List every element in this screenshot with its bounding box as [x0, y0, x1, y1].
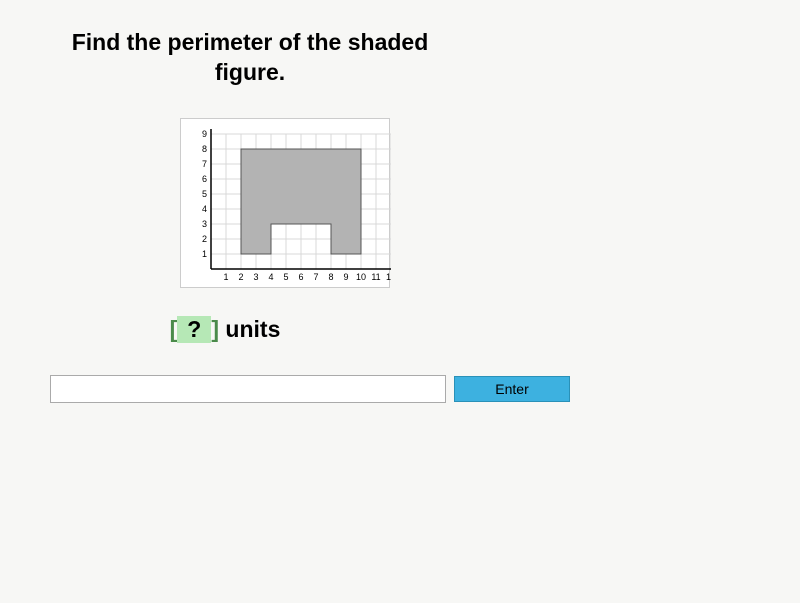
svg-text:9: 9 [343, 272, 348, 282]
units-label: units [225, 316, 280, 342]
svg-text:9: 9 [202, 129, 207, 139]
svg-text:5: 5 [202, 189, 207, 199]
grid-chart: 123456789123456789101112 [180, 118, 390, 288]
svg-text:11: 11 [371, 272, 380, 282]
svg-text:5: 5 [283, 272, 288, 282]
svg-text:8: 8 [328, 272, 333, 282]
bracket-left: [ [170, 316, 178, 342]
svg-text:1: 1 [223, 272, 228, 282]
svg-text:4: 4 [268, 272, 273, 282]
enter-button[interactable]: Enter [454, 376, 570, 402]
svg-text:7: 7 [313, 272, 318, 282]
svg-text:2: 2 [202, 234, 207, 244]
svg-text:3: 3 [253, 272, 258, 282]
svg-text:10: 10 [356, 272, 366, 282]
svg-text:12: 12 [386, 272, 391, 282]
svg-text:2: 2 [238, 272, 243, 282]
answer-placeholder: ? [177, 316, 211, 343]
question-text: Find the perimeter of the shaded figure. [65, 28, 435, 88]
svg-text:8: 8 [202, 144, 207, 154]
svg-text:7: 7 [202, 159, 207, 169]
svg-text:4: 4 [202, 204, 207, 214]
answer-input-row: Enter [50, 375, 570, 403]
svg-text:3: 3 [202, 219, 207, 229]
answer-line: [?] units [0, 316, 450, 343]
svg-text:6: 6 [298, 272, 303, 282]
bracket-right: ] [211, 316, 219, 342]
svg-text:6: 6 [202, 174, 207, 184]
svg-text:1: 1 [202, 249, 207, 259]
answer-input[interactable] [50, 375, 446, 403]
